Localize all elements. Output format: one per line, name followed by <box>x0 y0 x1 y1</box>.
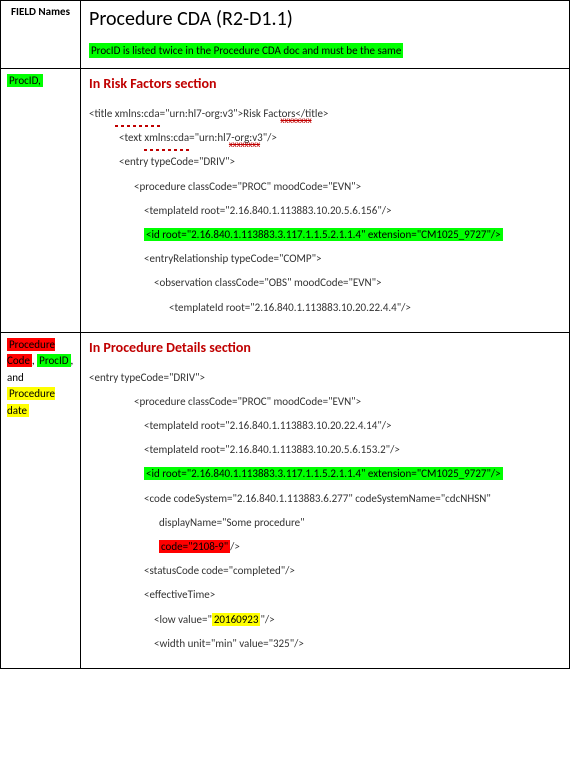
field-names-header: FIELD Names <box>1 1 81 69</box>
xml-entry-line: <entry typeCode="DRIV"> <box>119 150 561 174</box>
highlight-date: 20160923 <box>212 613 261 626</box>
redline-2: xxxxxxxx <box>229 139 260 150</box>
field-procid-2: ProcID <box>37 354 70 367</box>
risk-factors-row: ProcID, In Risk Factors section <title x… <box>1 69 570 333</box>
xml2-code-line1: <code codeSystem="2.16.840.1.113883.6.27… <box>144 487 561 511</box>
xml-entryrel-line: <entryRelationship typeCode="COMP"> <box>144 247 561 271</box>
row1-content-cell: In Risk Factors section <title xmlns:cda… <box>81 69 570 333</box>
highlight-code: code="2108-9" <box>159 540 230 553</box>
xml2-low-line: <low value="20160923"/> <box>154 608 561 632</box>
row2-content-cell: In Procedure Details section <entry type… <box>81 332 570 668</box>
xml2-code-line2: displayName="Some procedure" <box>159 511 561 535</box>
procedure-details-row: Procedure Code, ProcID, and Procedure da… <box>1 332 570 668</box>
xml-observation-line: <observation classCode="OBS" moodCode="E… <box>154 271 561 295</box>
field-procid: ProcID, <box>7 74 43 87</box>
xml2-status-line: <statusCode code="completed"/> <box>144 559 561 583</box>
xml-procedure-line: <procedure classCode="PROC" moodCode="EV… <box>134 175 561 199</box>
risk-factors-heading: In Risk Factors section <box>89 75 561 92</box>
xml2-code-line3: code="2108-9"/> <box>159 535 561 559</box>
header-row: FIELD Names Procedure CDA (R2-D1.1) Proc… <box>1 1 570 69</box>
row2-field-labels: Procedure Code, ProcID, and Procedure da… <box>7 337 74 420</box>
xml-text-line: <text xmlns:cda="urn:hl7-org:v3"/>xxxxxx… <box>119 126 561 150</box>
redline-1: xxxxxxxx <box>280 115 311 126</box>
xml2-templateid1-line: <templateId root="2.16.840.1.113883.10.2… <box>144 414 561 438</box>
squiggle-xmlns-1: xmlns:cda <box>115 102 160 126</box>
xml2-id-line: <id root="2.16.840.1.113883.3.117.1.1.5.… <box>144 462 561 486</box>
header-note: ProcID is listed twice in the Procedure … <box>89 43 403 58</box>
xml-title-line: <title xmlns:cda="urn:hl7-org:v3">Risk F… <box>89 102 561 126</box>
squiggle-xmlns-2: xmlns:cda <box>144 126 189 150</box>
doc-header-cell: Procedure CDA (R2-D1.1) ProcID is listed… <box>81 1 570 69</box>
doc-title: Procedure CDA (R2-D1.1) <box>89 7 561 31</box>
xml2-templateid2-line: <templateId root="2.16.840.1.113883.10.2… <box>144 438 561 462</box>
xml2-effectivetime-line: <effectiveTime> <box>144 583 561 607</box>
field-procedure-date: Procedure date <box>7 387 55 417</box>
row2-field-cell: Procedure Code, ProcID, and Procedure da… <box>1 332 81 668</box>
row1-field-cell: ProcID, <box>1 69 81 333</box>
xml-id-line: <id root="2.16.840.1.113883.3.117.1.1.5.… <box>144 223 561 247</box>
highlight-procid-2: <id root="2.16.840.1.113883.3.117.1.1.5.… <box>144 467 503 480</box>
xml2-width-line: <width unit="min" value="325"/> <box>154 632 561 656</box>
xml-templateid2-line: <templateId root="2.16.840.1.113883.10.2… <box>169 296 561 320</box>
xml-templateid-line: <templateId root="2.16.840.1.113883.10.2… <box>144 199 561 223</box>
xml2-procedure-line: <procedure classCode="PROC" moodCode="EV… <box>134 390 561 414</box>
procedure-details-heading: In Procedure Details section <box>89 339 561 356</box>
spec-table: FIELD Names Procedure CDA (R2-D1.1) Proc… <box>0 0 570 669</box>
xml2-entry-line: <entry typeCode="DRIV"> <box>89 366 561 390</box>
highlight-procid-1: <id root="2.16.840.1.113883.3.117.1.1.5.… <box>144 228 503 241</box>
